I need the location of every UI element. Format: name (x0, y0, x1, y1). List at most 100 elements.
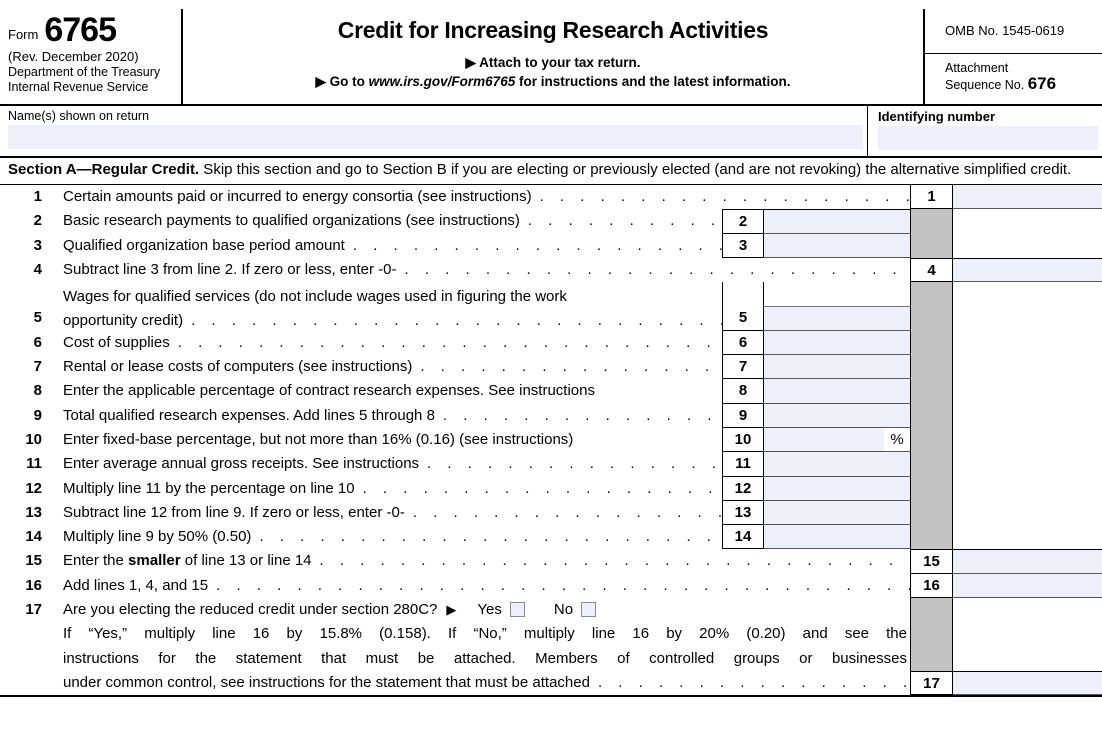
identifying-number-label: Identifying number (878, 109, 995, 124)
line-3-amount-input[interactable] (764, 233, 910, 258)
line-number: 14 (25, 528, 42, 546)
line-5-amount-input[interactable] (764, 305, 910, 330)
blank-cell (953, 209, 1102, 233)
line-12-box: 12 (722, 476, 764, 501)
dot-leader: . . . . . . . . . . . . . . . . . . . . … (597, 673, 910, 691)
line-5-row: 5 Wages for qualified services (do not i… (0, 282, 1102, 331)
line-16-box: 16 (910, 573, 953, 599)
name-input[interactable] (8, 125, 863, 149)
yes-checkbox[interactable] (509, 602, 525, 618)
dot-leader: . . . . . . . . . . . . . . . . . . . . … (319, 552, 910, 570)
line-number-gutter (0, 622, 63, 646)
blank-cell (953, 598, 1102, 622)
line-11-row: 11 Enter average annual gross receipts. … (0, 452, 1102, 477)
line-10-percentage-input[interactable] (764, 427, 884, 452)
line-17-amount-input[interactable] (953, 670, 1102, 696)
line-3-box: 3 (722, 233, 764, 258)
identifying-number-input[interactable] (878, 126, 1098, 150)
shaded-cell (910, 403, 953, 428)
dot-leader: . . . . . . . . . . . . . . . . . . . . … (427, 455, 722, 473)
line-17-question-area: Are you electing the reduced credit unde… (63, 598, 910, 622)
section-a-rows: 1 Certain amounts paid or incurred to en… (0, 185, 1102, 698)
shaded-cell (910, 209, 953, 234)
blank-cell (953, 379, 1102, 403)
line-number: 2 (33, 212, 42, 230)
line-17-text-row: If “Yes,” multiply line 16 by 15.8% (0.1… (0, 622, 1102, 647)
dot-leader: . . . . . . . . . . . . . . . . . . . . … (352, 236, 722, 254)
line-9-row: 9 Total qualified research expenses. Add… (0, 403, 1102, 428)
line-15-amount-input[interactable] (953, 549, 1102, 574)
line-8-amount-input[interactable] (764, 379, 910, 404)
dot-leader: . . . . . . . . . . . . . . . . . . . . … (191, 312, 722, 330)
line-7-amount-input[interactable] (764, 355, 910, 380)
line-15-box: 15 (910, 549, 953, 574)
line-8-label-area: Enter the applicable percentage of contr… (63, 382, 595, 400)
dot-leader: . . . . . . . . . . . . . . . . . . . . … (259, 528, 722, 546)
blank-cell (953, 477, 1102, 501)
line-4-amount-input[interactable] (953, 257, 1102, 283)
line-number: 9 (33, 406, 42, 424)
line-3-row: 3 Qualified organization base period amo… (0, 233, 1102, 258)
shaded-cell (910, 525, 953, 550)
line-14-amount-input[interactable] (764, 525, 910, 550)
form-title-block: Credit for Increasing Research Activitie… (181, 9, 925, 104)
line-16-amount-input[interactable] (953, 573, 1102, 599)
line-2-amount-input[interactable] (764, 209, 910, 234)
line-9-label-area: Total qualified research expenses. Add l… (63, 404, 722, 428)
form-title: Credit for Increasing Research Activitie… (337, 17, 769, 43)
line-4-box: 4 (910, 257, 953, 283)
line-1-row: 1 Certain amounts paid or incurred to en… (0, 185, 1102, 210)
blank-cell (953, 622, 1102, 646)
line-number: 11 (26, 455, 42, 473)
line-14-box: 14 (722, 525, 764, 550)
line-8-row: 8 Enter the applicable percentage of con… (0, 379, 1102, 404)
dot-leader: . . . . . . . . . . . . . . . . . . . . … (539, 188, 910, 205)
blank-cell (953, 525, 1102, 549)
blank-cell (953, 501, 1102, 525)
agency-line-2: Internal Revenue Service (8, 80, 149, 94)
line-1-label-area: Certain amounts paid or incurred to ener… (63, 188, 910, 205)
line-1-box: 1 (910, 185, 953, 210)
shaded-cell (910, 452, 953, 477)
shaded-cell (910, 598, 953, 623)
blank-cell (953, 331, 1102, 355)
line-6-row: 6 Cost of supplies . . . . . . . . . . .… (0, 330, 1102, 356)
form-word: Form (8, 27, 39, 42)
line-3-label-area: Qualified organization base period amoun… (63, 234, 722, 258)
line-13-box: 13 (722, 500, 764, 526)
line-number: 3 (33, 236, 42, 254)
line-7-row: 7 Rental or lease costs of computers (se… (0, 355, 1102, 380)
shaded-cell (910, 330, 953, 356)
line-6-amount-input[interactable] (764, 330, 910, 356)
line-10-field-cell: % (764, 427, 910, 453)
line-1-amount-input[interactable] (953, 185, 1102, 210)
line-number: 15 (25, 552, 42, 570)
line-15-label-area: Enter the smaller of line 13 or line 14 … (63, 549, 910, 573)
line-number-gutter (0, 671, 63, 695)
blank-cell (953, 452, 1102, 476)
line-11-amount-input[interactable] (764, 452, 910, 477)
line-13-amount-input[interactable] (764, 500, 910, 526)
line-12-amount-input[interactable] (764, 476, 910, 501)
line-17-amount-row: under common control, see instructions f… (0, 670, 1102, 696)
line-12-row: 12 Multiply line 11 by the percentage on… (0, 476, 1102, 501)
dot-leader: . . . . . . . . . . . . . . . . . . . . … (216, 576, 910, 594)
line-15-row: 15 Enter the smaller of line 13 or line … (0, 549, 1102, 574)
line-13-label-area: Subtract line 12 from line 9. If zero or… (63, 503, 722, 521)
blank-cell (953, 355, 1102, 379)
line-9-amount-input[interactable] (764, 403, 910, 428)
shaded-cell (910, 500, 953, 526)
form-id-block: Form 6765 (Rev. December 2020) Departmen… (0, 9, 181, 104)
dot-leader: . . . . . . . . . . . . . . . . . . . . … (412, 503, 722, 521)
line-number: 16 (25, 576, 42, 594)
form-header: Form 6765 (Rev. December 2020) Departmen… (0, 0, 1102, 106)
no-checkbox[interactable] (581, 602, 597, 618)
line-11-label-area: Enter average annual gross receipts. See… (63, 452, 722, 476)
shaded-cell (910, 379, 953, 404)
line-2-label-area: Basic research payments to qualified org… (63, 209, 722, 233)
dot-leader: . . . . . . . . . . . . . . . . . . . . … (420, 358, 722, 376)
yes-label: Yes (477, 601, 502, 619)
line-16-label-area: Add lines 1, 4, and 15 . . . . . . . . .… (63, 574, 910, 598)
line-12-label-area: Multiply line 11 by the percentage on li… (63, 477, 722, 501)
